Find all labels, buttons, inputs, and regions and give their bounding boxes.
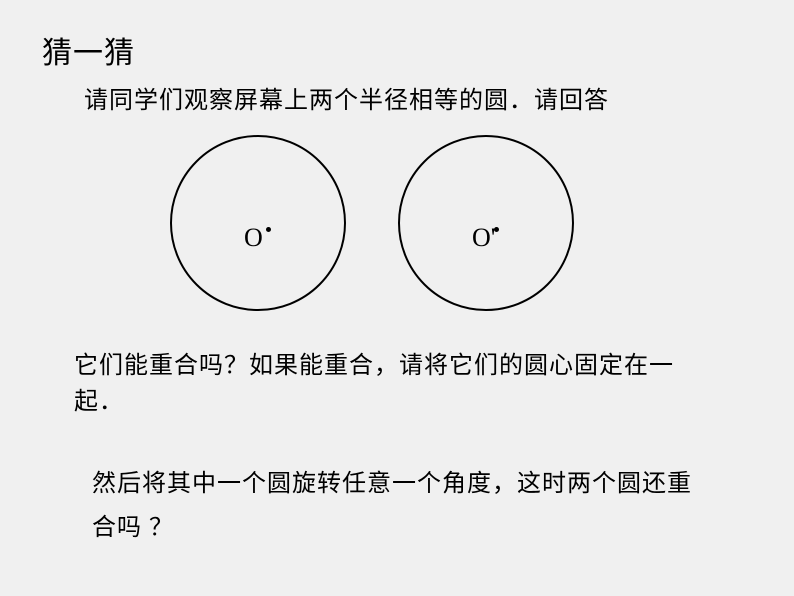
- circle-left: O: [170, 135, 346, 311]
- prompt-text: 请同学们观察屏幕上两个半径相等的圆．请回答: [84, 80, 609, 115]
- circle-right-label: O': [472, 223, 495, 253]
- question-1: 它们能重合吗？如果能重合，请将它们的圆心固定在一起．: [74, 348, 714, 420]
- circle-left-center-dot: [266, 227, 271, 232]
- slide-title: 猜一猜: [42, 28, 135, 72]
- circle-right: O': [398, 135, 574, 311]
- circles-diagram: O O': [0, 135, 794, 315]
- circle-left-label: O: [244, 223, 263, 253]
- question-2: 然后将其中一个圆旋转任意一个角度，这时两个圆还重合吗 ？: [92, 462, 712, 550]
